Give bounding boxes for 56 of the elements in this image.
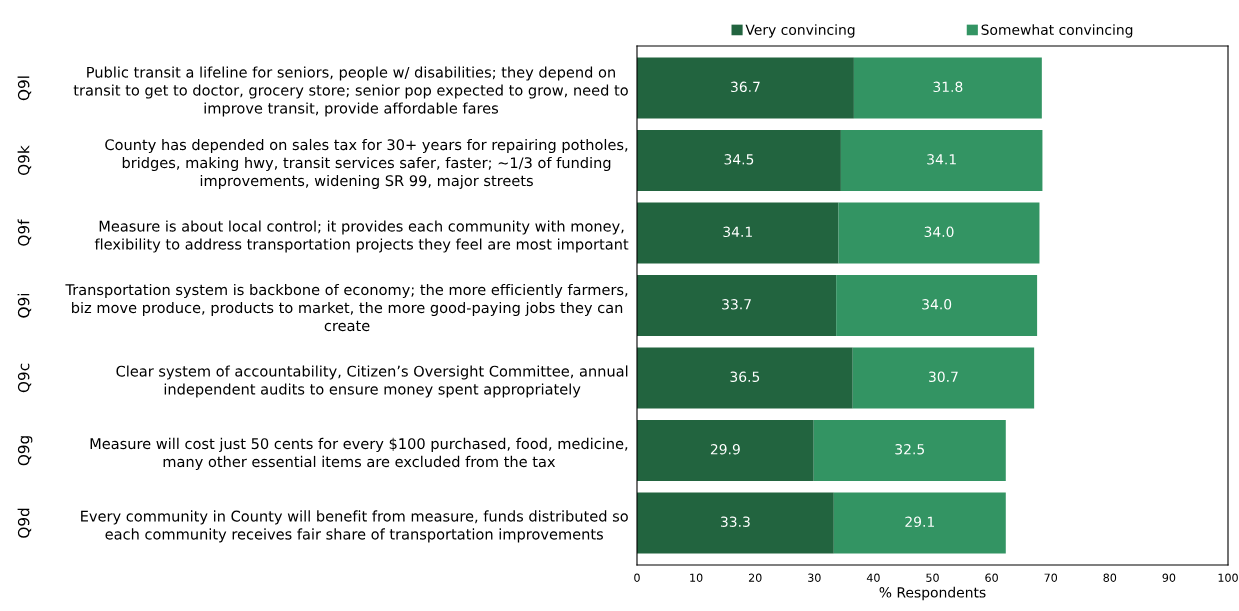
data-label: 32.5 xyxy=(895,444,924,455)
x-tick-label: 10 xyxy=(690,573,703,582)
x-tick-label: 0 xyxy=(634,573,640,582)
data-label: 29.9 xyxy=(710,444,740,455)
text: Q9g xyxy=(17,436,33,466)
data-label: 34.5 xyxy=(724,154,754,165)
y-tick-label: Measure will cost just 50 cents for every $100 purchased, food, medicine, many other essential items are excluded from the tax xyxy=(90,437,628,470)
x-tick-label: 100 xyxy=(1218,573,1238,582)
data-label: 36.5 xyxy=(730,371,760,383)
data-label: 31.8 xyxy=(933,81,963,93)
bar xyxy=(637,492,834,554)
y-tick-label: Every community in County will benefit from measure, funds distributed so each community receives fair share of transportation improvements xyxy=(81,510,628,543)
data-label: 34.1 xyxy=(723,226,752,238)
y-tick-label: Public transit a lifeline for seniors, people w/ disabilities; they depend on transit to get to doctor, grocery store; senior pop expected to grow, need to improve transit, provide affordable fares xyxy=(73,66,628,117)
legend-label: Very convincing xyxy=(745,24,855,38)
y-tick-label: Clear system of accountability, Citizen’s Oversight Committee, annual independent audits to ensure money spent appropriately xyxy=(116,365,628,398)
y-tick-label: Measure is about local control; it provides each community with money, flexibility to address transportation projects they feel are most important xyxy=(94,220,629,253)
bar xyxy=(813,420,1006,481)
bar xyxy=(833,492,1006,554)
bar xyxy=(637,202,839,264)
data-label: 36.7 xyxy=(731,81,760,93)
x-tick-label: 60 xyxy=(985,573,998,582)
data-label: 33.3 xyxy=(721,516,750,527)
bar xyxy=(637,275,837,336)
x-tick-label: 30 xyxy=(808,573,821,582)
data-label: 34.1 xyxy=(927,154,956,165)
data-label: 33.7 xyxy=(722,299,751,310)
data-label: 34.0 xyxy=(924,226,954,238)
text: Q9l xyxy=(17,76,32,101)
text: Q9i xyxy=(17,293,32,318)
y-tick-label: County has depended on sales tax for 30+ years for repairing potholes, bridges, making hwy, transit services safer, faster; ~1/3 of funding improvements, widening SR 99, major streets xyxy=(105,138,628,190)
text: Q9f xyxy=(17,219,32,246)
x-tick-label: 50 xyxy=(926,573,939,582)
x-tick-label: 90 xyxy=(1162,573,1176,582)
bar xyxy=(853,57,1042,119)
bar xyxy=(637,57,854,119)
x-tick-label: 70 xyxy=(1044,573,1058,582)
bar xyxy=(840,130,1043,191)
bar xyxy=(852,347,1035,409)
bar xyxy=(838,202,1040,264)
data-label: 29.1 xyxy=(905,516,934,527)
text: Q9d xyxy=(17,508,32,538)
y-tick-label: Transportation system is backbone of economy; the more efficiently farmers, biz move produce, products to market, the more good-paying jobs they can create xyxy=(65,283,628,332)
bar xyxy=(637,347,853,409)
data-label: 34.0 xyxy=(922,299,952,310)
bar xyxy=(836,275,1038,336)
x-tick-label: 80 xyxy=(1103,573,1117,582)
legend-label: Somewhat convincing xyxy=(981,24,1133,38)
x-tick-label: 20 xyxy=(748,573,762,582)
x-tick-label: 40 xyxy=(866,573,880,582)
bar xyxy=(637,420,814,481)
text: Q9c xyxy=(17,363,32,393)
text: Q9k xyxy=(17,145,32,175)
x-axis-title: % Respondents xyxy=(879,586,986,601)
bar xyxy=(637,130,841,191)
data-label: 30.7 xyxy=(929,371,958,383)
